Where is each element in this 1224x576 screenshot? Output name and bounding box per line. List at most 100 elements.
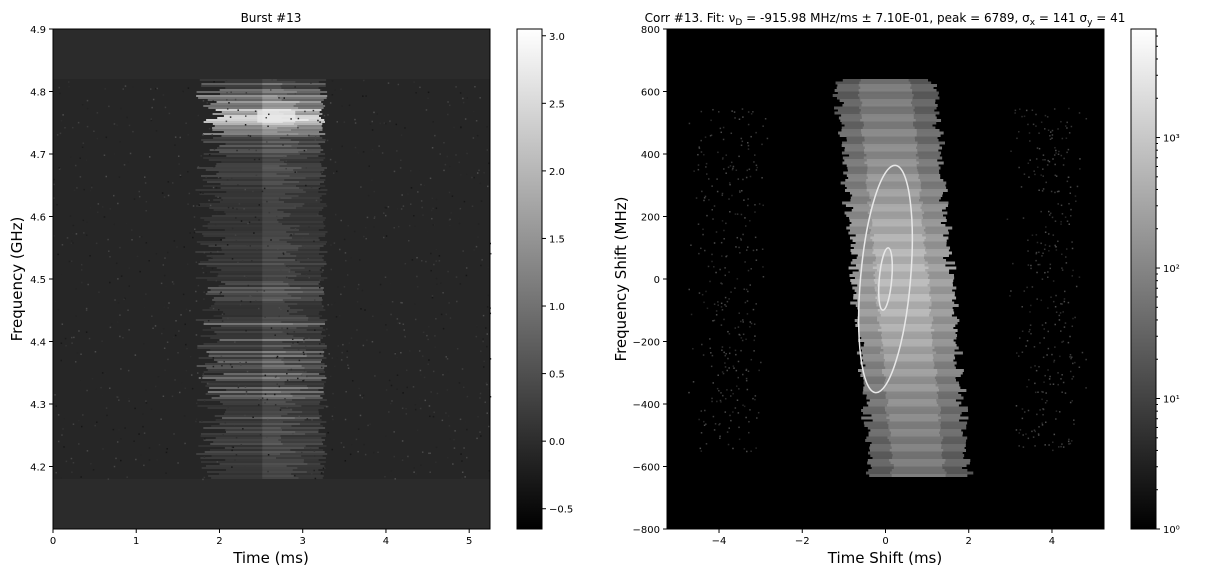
corr-side-speck	[732, 165, 735, 168]
corr-side-speck	[747, 123, 750, 126]
burst-noise-speck	[313, 299, 316, 301]
burst-noise-speck	[195, 261, 198, 264]
burst-noise-speck	[327, 304, 329, 306]
corr-side-speck	[753, 161, 755, 163]
burst-noise-speck	[65, 344, 67, 347]
burst-signal-core	[262, 215, 290, 217]
burst-noise-speck	[460, 173, 462, 176]
corr-side-speck	[1031, 430, 1033, 433]
burst-noise-speck	[274, 356, 276, 359]
corr-side-speck	[1039, 409, 1041, 411]
corr-side-speck	[1012, 262, 1014, 265]
corr-side-speck	[1055, 311, 1058, 313]
burst-noise-speck	[206, 382, 209, 385]
corr-row-inner	[883, 349, 933, 352]
corr-side-speck	[1068, 438, 1070, 441]
corr-side-speck	[722, 157, 724, 159]
burst-noise-speck	[117, 302, 120, 304]
corr-side-speck	[738, 190, 741, 192]
corr-side-speck	[1060, 378, 1062, 380]
burst-noise-speck	[85, 331, 88, 333]
burst-noise-speck	[156, 87, 158, 90]
corr-side-speck	[1065, 137, 1068, 139]
burst-signal-core	[262, 195, 299, 197]
burst-noise-speck	[109, 281, 111, 284]
burst-noise-speck	[391, 400, 393, 402]
corr-side-speck	[1047, 271, 1049, 273]
burst-noise-speck	[195, 290, 197, 293]
burst-noise-speck	[366, 339, 368, 341]
burst-noise-speck	[231, 366, 233, 368]
corr-side-speck	[1045, 226, 1047, 228]
burst-noise-speck	[97, 203, 100, 205]
corr-side-speck	[707, 265, 710, 268]
burst-noise-speck	[458, 217, 460, 219]
corr-side-speck	[1035, 251, 1038, 254]
burst-noise-speck	[295, 259, 297, 262]
corr-side-speck	[1035, 252, 1038, 255]
burst-noise-speck	[54, 300, 57, 303]
burst-noise-speck	[394, 478, 396, 480]
corr-row-inner	[861, 114, 914, 117]
burst-noise-speck	[480, 350, 482, 353]
burst-noise-speck	[248, 148, 250, 151]
corr-row-inner	[862, 141, 918, 145]
corr-side-speck	[1057, 372, 1059, 374]
corr-side-speck	[740, 144, 743, 147]
burst-noise-speck	[312, 109, 315, 112]
corr-side-speck	[1076, 185, 1079, 188]
burst-noise-speck	[192, 205, 195, 207]
corr-side-speck	[720, 306, 723, 308]
burst-noise-speck	[172, 336, 175, 339]
burst-noise-speck	[286, 372, 288, 375]
corr-side-speck	[1040, 242, 1042, 245]
burst-noise-speck	[479, 97, 481, 99]
burst-noise-speck	[179, 136, 181, 139]
burst-noise-speck	[485, 413, 487, 416]
corr-side-speck	[1036, 241, 1039, 244]
corr-side-speck	[1021, 351, 1024, 353]
burst-y-axis: 4.24.34.44.54.64.74.84.9	[30, 25, 53, 474]
corr-side-speck	[756, 417, 758, 419]
burst-noise-speck	[256, 248, 258, 250]
burst-noise-speck	[163, 274, 166, 277]
burst-noise-speck	[441, 419, 444, 422]
corr-side-speck	[1030, 366, 1032, 369]
corr-side-speck	[1052, 441, 1054, 444]
burst-noise-speck	[162, 264, 165, 266]
corr-side-speck	[747, 141, 749, 144]
burst-noise-speck	[448, 104, 451, 107]
burst-noise-speck	[388, 411, 390, 413]
corr-row-inner	[859, 106, 915, 110]
corr-side-speck	[1042, 168, 1044, 170]
burst-noise-speck	[432, 207, 434, 210]
corr-row-inner	[869, 216, 923, 220]
corr-row-inner	[889, 449, 944, 452]
burst-noise-speck	[221, 364, 223, 367]
burst-noise-speck	[344, 460, 347, 462]
burst-noise-speck	[371, 179, 373, 182]
corr-side-speck	[1021, 330, 1024, 333]
corr-side-speck	[750, 450, 752, 453]
corr-side-speck	[698, 252, 700, 255]
corr-row-inner	[874, 281, 930, 285]
burst-noise-speck	[486, 126, 488, 128]
burst-noise-speck	[434, 346, 436, 348]
burst-noise-speck	[369, 423, 371, 425]
burst-noise-speck	[103, 154, 106, 156]
corr-side-speck	[745, 377, 748, 380]
burst-noise-speck	[319, 121, 321, 123]
burst-noise-speck	[400, 208, 403, 210]
burst-noise-speck	[303, 379, 305, 382]
burst-signal-core	[262, 93, 287, 95]
burst-noise-speck	[296, 247, 298, 250]
burst-noise-speck	[463, 447, 465, 449]
corr-row-inner	[875, 254, 925, 257]
corr-side-speck	[741, 189, 743, 192]
burst-noise-speck	[477, 236, 479, 238]
corr-side-speck	[1027, 264, 1030, 266]
corr-row-inner	[876, 291, 930, 295]
burst-signal-core	[262, 227, 291, 229]
burst-noise-speck	[194, 228, 196, 231]
burst-noise-speck	[428, 452, 430, 455]
